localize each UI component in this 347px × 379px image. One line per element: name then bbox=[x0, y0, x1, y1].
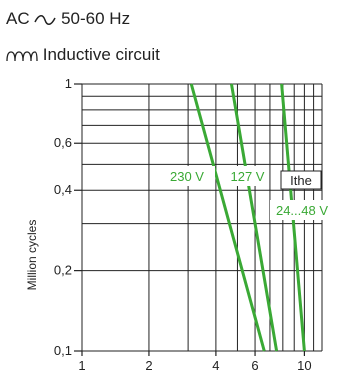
inductor-icon bbox=[6, 50, 38, 61]
ithe-box bbox=[280, 170, 322, 190]
supply-type: AC bbox=[6, 9, 30, 28]
series-line bbox=[229, 83, 279, 352]
series-label-bg bbox=[270, 200, 334, 220]
y-tick-label: 0,4 bbox=[54, 182, 72, 197]
y-tick-label: 0,6 bbox=[54, 135, 72, 150]
series-label-bg bbox=[159, 166, 215, 186]
frequency-label: 50-60 Hz bbox=[61, 9, 131, 28]
series-label: 24...48 V bbox=[276, 203, 328, 218]
supply-heading: AC 50-60 Hz bbox=[6, 9, 130, 29]
tick-labels: 1 0,6 0,4 0,2 0,1 1 2 4 6 10 bbox=[54, 76, 312, 373]
series-label: 230 V bbox=[170, 169, 204, 184]
series-label: 127 V bbox=[231, 169, 265, 184]
series-label-bg bbox=[226, 166, 269, 186]
x-tick-label: 6 bbox=[251, 358, 258, 373]
y-tick-label: 1 bbox=[65, 76, 72, 91]
alternating-current-icon bbox=[34, 14, 57, 25]
circuit-heading: Inductive circuit bbox=[6, 45, 160, 65]
y-axis-title: Million cycles bbox=[25, 220, 39, 291]
series-line bbox=[189, 83, 266, 352]
y-tick-label: 0,1 bbox=[54, 343, 72, 358]
x-tick-label: 10 bbox=[297, 358, 311, 373]
y-tick-label: 0,2 bbox=[54, 263, 72, 278]
x-tick-label: 4 bbox=[212, 358, 219, 373]
circuit-label: Inductive circuit bbox=[42, 45, 160, 64]
x-tick-label: 2 bbox=[145, 358, 152, 373]
series-labels: 230 V 127 V 24...48 V Ithe bbox=[159, 166, 334, 220]
ithe-label: Ithe bbox=[290, 173, 312, 188]
x-tick-label: 1 bbox=[78, 358, 85, 373]
